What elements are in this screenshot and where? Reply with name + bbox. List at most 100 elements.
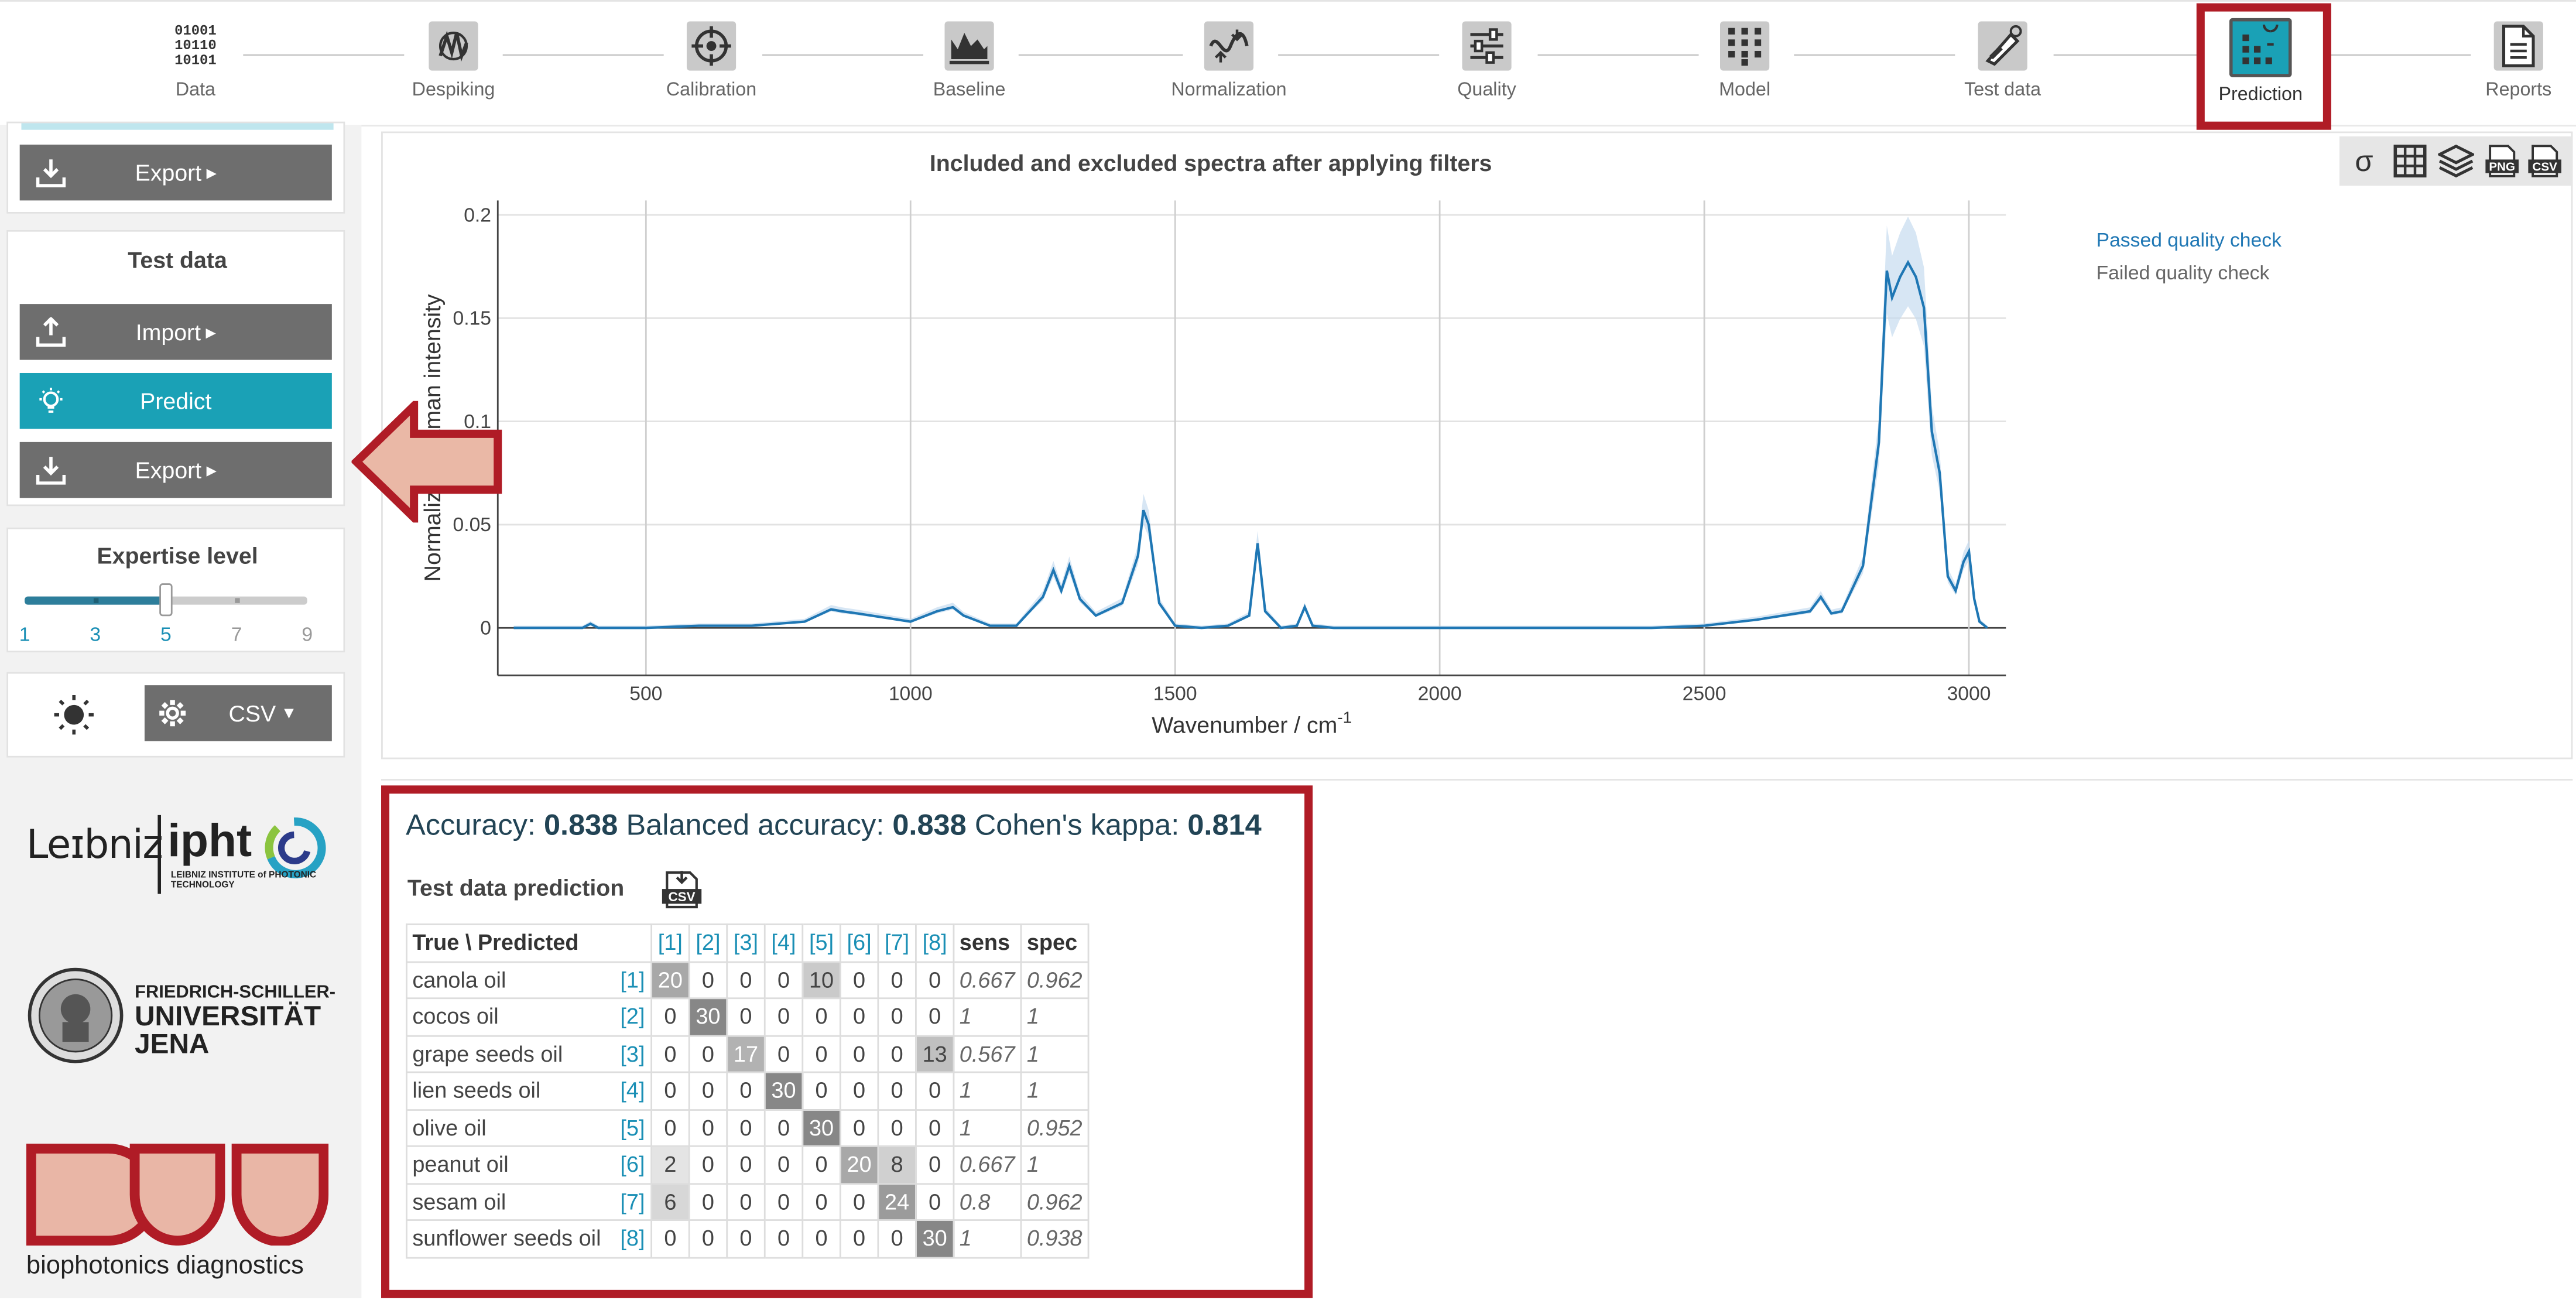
row-index[interactable]: [8] [614, 1219, 653, 1258]
column-index[interactable]: [8] [915, 923, 955, 962]
matrix-cell: 0 [650, 1108, 690, 1147]
specificity-value: 0.952 [1020, 1108, 1090, 1147]
row-index[interactable]: [7] [614, 1182, 653, 1221]
matrix-cell: 0 [877, 1108, 917, 1147]
model-export-button[interactable]: Export ▶ [19, 144, 332, 201]
matrix-cell: 0 [839, 1108, 879, 1147]
table-icon[interactable] [2392, 143, 2428, 179]
matrix-cell: 0 [915, 1071, 955, 1110]
matrix-cell: 0 [763, 960, 804, 1000]
step-model[interactable]: Model [1671, 21, 1819, 100]
button-label: Predict [140, 388, 212, 415]
step-label: Data [175, 80, 215, 101]
button-label: Export [135, 457, 202, 483]
matrix-cell: 0 [801, 1182, 841, 1221]
step-baseline[interactable]: Baseline [895, 21, 1043, 100]
legend-failed[interactable]: Failed quality check [2096, 261, 2270, 285]
gear-icon [159, 700, 186, 727]
step-calibration[interactable]: Calibration [638, 21, 786, 100]
matrix-cell: 30 [688, 997, 728, 1036]
sensitivity-value: 0.567 [953, 1034, 1022, 1073]
step-data[interactable]: 01001 10110 10101 Data [122, 21, 270, 100]
panel-accent [21, 123, 334, 130]
import-button[interactable]: Import ▶ [19, 304, 332, 360]
png-export-icon[interactable]: PNG [2484, 143, 2520, 179]
button-label: Export [135, 159, 202, 186]
matrix-cell: 0 [726, 1108, 766, 1147]
matrix-cell: 0 [763, 997, 804, 1036]
accuracy-value: 0.838 [543, 808, 618, 841]
step-label: Test data [1964, 80, 2041, 101]
matrix-cell: 20 [839, 1145, 879, 1184]
matrix-cell: 24 [877, 1182, 917, 1221]
format-dropdown[interactable]: CSV ▼ [144, 685, 332, 741]
column-index[interactable]: [6] [839, 923, 879, 962]
specificity-value: 0.962 [1020, 960, 1090, 1000]
class-name: sesam oil [406, 1182, 615, 1221]
sigma-icon[interactable]: σ [2355, 143, 2373, 177]
matrix-cell: 0 [915, 997, 955, 1036]
csv-download-icon[interactable]: CSV [660, 868, 703, 911]
column-index[interactable]: [7] [877, 923, 917, 962]
step-label: Quality [1457, 80, 1516, 101]
logo-text-ipht: ipht [167, 815, 252, 866]
panel-title: Test data [128, 246, 227, 273]
prediction-highlight-box [2196, 3, 2331, 130]
matrix-cell: 0 [915, 1145, 955, 1184]
brightness-icon[interactable] [53, 693, 95, 736]
matrix-cell: 13 [915, 1034, 955, 1073]
row-index[interactable]: [3] [614, 1034, 653, 1073]
chart-title: Included and excluded spectra after appl… [929, 149, 1492, 176]
matrix-cell: 0 [688, 960, 728, 1000]
prediction-table-title: Test data prediction [407, 874, 625, 901]
bd-logo-mark-icon [26, 1144, 329, 1246]
step-reports[interactable]: Reports [2445, 21, 2576, 100]
sensitivity-value: 1 [953, 1108, 1022, 1147]
column-index[interactable]: [4] [763, 923, 804, 962]
slider-tick-mark [93, 598, 99, 603]
specificity-value: 1 [1020, 1071, 1090, 1110]
matrix-cell: 0 [688, 1071, 728, 1110]
matrix-cell: 0 [688, 1219, 728, 1258]
layers-icon[interactable] [2438, 143, 2475, 179]
column-index[interactable]: [5] [801, 923, 841, 962]
column-index[interactable]: [2] [688, 923, 728, 962]
column-index[interactable]: [3] [726, 923, 766, 962]
step-quality[interactable]: Quality [1413, 21, 1561, 100]
matrix-cell: 0 [726, 1219, 766, 1258]
sensitivity-value: 1 [953, 1219, 1022, 1258]
step-despiking[interactable]: Despiking [379, 21, 527, 100]
sensitivity-value: 1 [953, 997, 1022, 1036]
row-index[interactable]: [5] [614, 1108, 653, 1147]
png-label: PNG [2489, 160, 2515, 174]
matrix-cell: 0 [726, 997, 766, 1036]
matrix-cell: 0 [763, 1182, 804, 1221]
workflow-bar: 01001 10110 10101 Data Despiking Calibrati… [0, 0, 2576, 127]
legend-passed[interactable]: Passed quality check [2096, 228, 2282, 252]
csv-export-icon[interactable]: CSV [2527, 143, 2563, 179]
predict-button[interactable]: Predict [19, 372, 332, 429]
step-prediction[interactable]: Prediction [2187, 18, 2335, 105]
step-normalization[interactable]: Normalization [1155, 21, 1303, 100]
row-index[interactable]: [2] [614, 997, 653, 1036]
panel-title: Expertise level [97, 542, 258, 569]
column-index[interactable]: [1] [650, 923, 690, 962]
balanced-accuracy-label: Balanced accuracy: [626, 808, 885, 841]
biophotonics-diagnostics-logo: biophotonics diagnostics [23, 1144, 335, 1292]
matrix-cell: 0 [650, 1071, 690, 1110]
matrix-cell: 0 [801, 997, 841, 1036]
baseline-icon [944, 21, 994, 71]
matrix-cell: 8 [877, 1145, 917, 1184]
slider-tick-label: 9 [302, 622, 313, 646]
expertise-slider-handle[interactable] [159, 583, 173, 617]
class-name: canola oil [406, 960, 615, 1000]
test-export-button[interactable]: Export ▶ [19, 442, 332, 498]
row-index[interactable]: [4] [614, 1071, 653, 1110]
logo-text-line2: UNIVERSITÄT [135, 1000, 321, 1032]
row-index[interactable]: [6] [614, 1145, 653, 1184]
row-index[interactable]: [1] [614, 960, 653, 1000]
matrix-cell: 0 [763, 1219, 804, 1258]
crosshair-icon [686, 21, 737, 71]
step-test-data[interactable]: Test data [1928, 21, 2077, 100]
normalization-icon [1204, 21, 1254, 71]
